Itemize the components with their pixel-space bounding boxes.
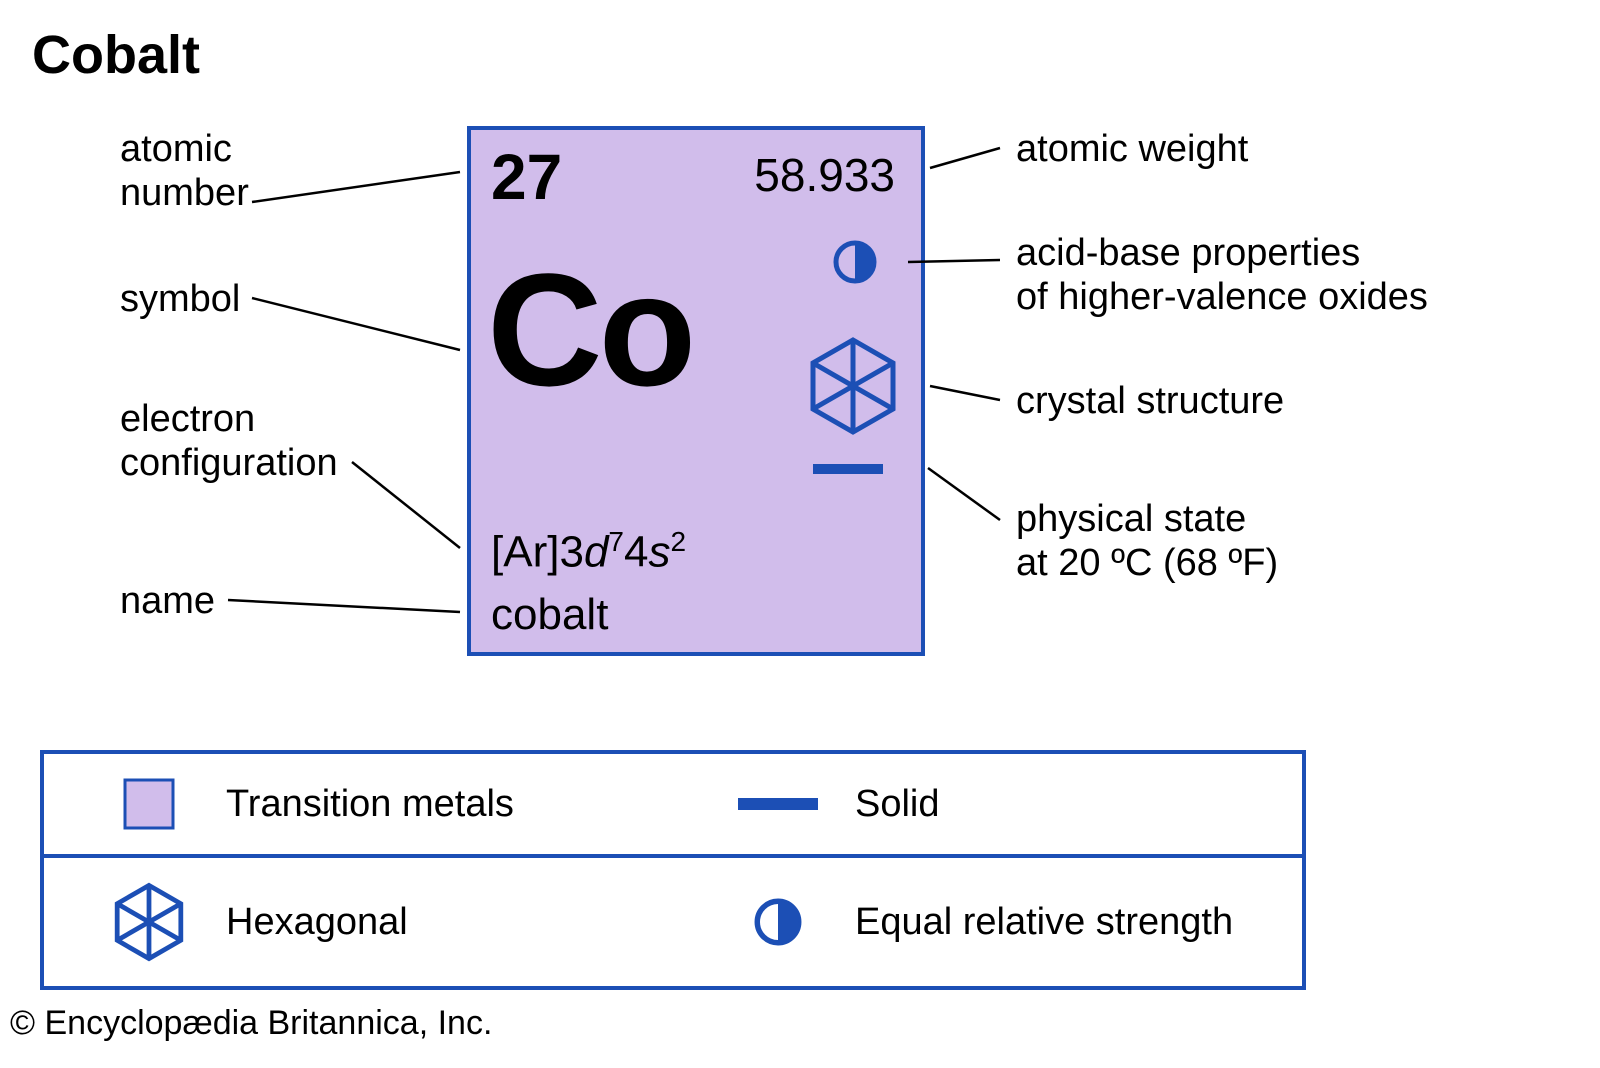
legend-cell-transition-metals: Transition metals [44,754,673,854]
copyright-text: © Encyclopædia Britannica, Inc. [10,1004,492,1043]
callout-symbol: symbol [120,278,240,322]
callout-crystal-structure: crystal structure [1016,380,1284,424]
callout-name: name [120,580,215,624]
legend-label: Transition metals [226,783,514,826]
element-symbol: Co [487,238,692,422]
page-title: Cobalt [32,24,200,86]
legend-cell-equal-strength: Equal relative strength [673,858,1302,986]
callout-atomic-number: atomic number [120,128,249,215]
legend-solid-line-icon [733,798,823,810]
econf-core: [Ar] [491,528,559,577]
econf-p1-letter: d [584,528,608,577]
diagram-canvas: Cobalt 27 58.933 Co [Ar]3d74s2 cobalt [0,0,1600,1068]
callout-electron-configuration: electron configuration [120,398,338,485]
legend-row: Hexagonal Equal relative strength [44,854,1302,986]
legend-hexagonal-icon [104,882,194,962]
hexagonal-icon [809,336,897,436]
econf-p2-letter: s [648,528,670,577]
callout-physical-state: physical state at 20 ºC (68 ºF) [1016,498,1278,585]
legend-label: Solid [855,783,940,826]
atomic-number-value: 27 [491,140,562,214]
atomic-weight-value: 58.933 [754,148,895,202]
element-name-value: cobalt [491,590,608,640]
legend-swatch-icon [104,778,194,830]
legend-cell-hexagonal: Hexagonal [44,858,673,986]
electron-configuration-value: [Ar]3d74s2 [491,526,686,578]
legend-label: Equal relative strength [855,901,1233,944]
callout-atomic-weight: atomic weight [1016,128,1248,172]
econf-p1n: 3 [559,528,583,577]
callout-acid-base: acid-base properties of higher-valence o… [1016,232,1428,319]
half-circle-icon [833,240,877,284]
econf-p1-sup: 7 [608,526,624,557]
solid-line-icon [813,464,883,474]
legend-cell-solid: Solid [673,754,1302,854]
econf-p2-sup: 2 [670,526,686,557]
element-card: 27 58.933 Co [Ar]3d74s2 cobalt [467,126,925,656]
legend-row: Transition metals Solid [44,754,1302,854]
legend-box: Transition metals Solid [40,750,1306,990]
econf-p2n: 4 [624,528,648,577]
legend-label: Hexagonal [226,901,408,944]
legend-half-circle-icon [733,898,823,946]
